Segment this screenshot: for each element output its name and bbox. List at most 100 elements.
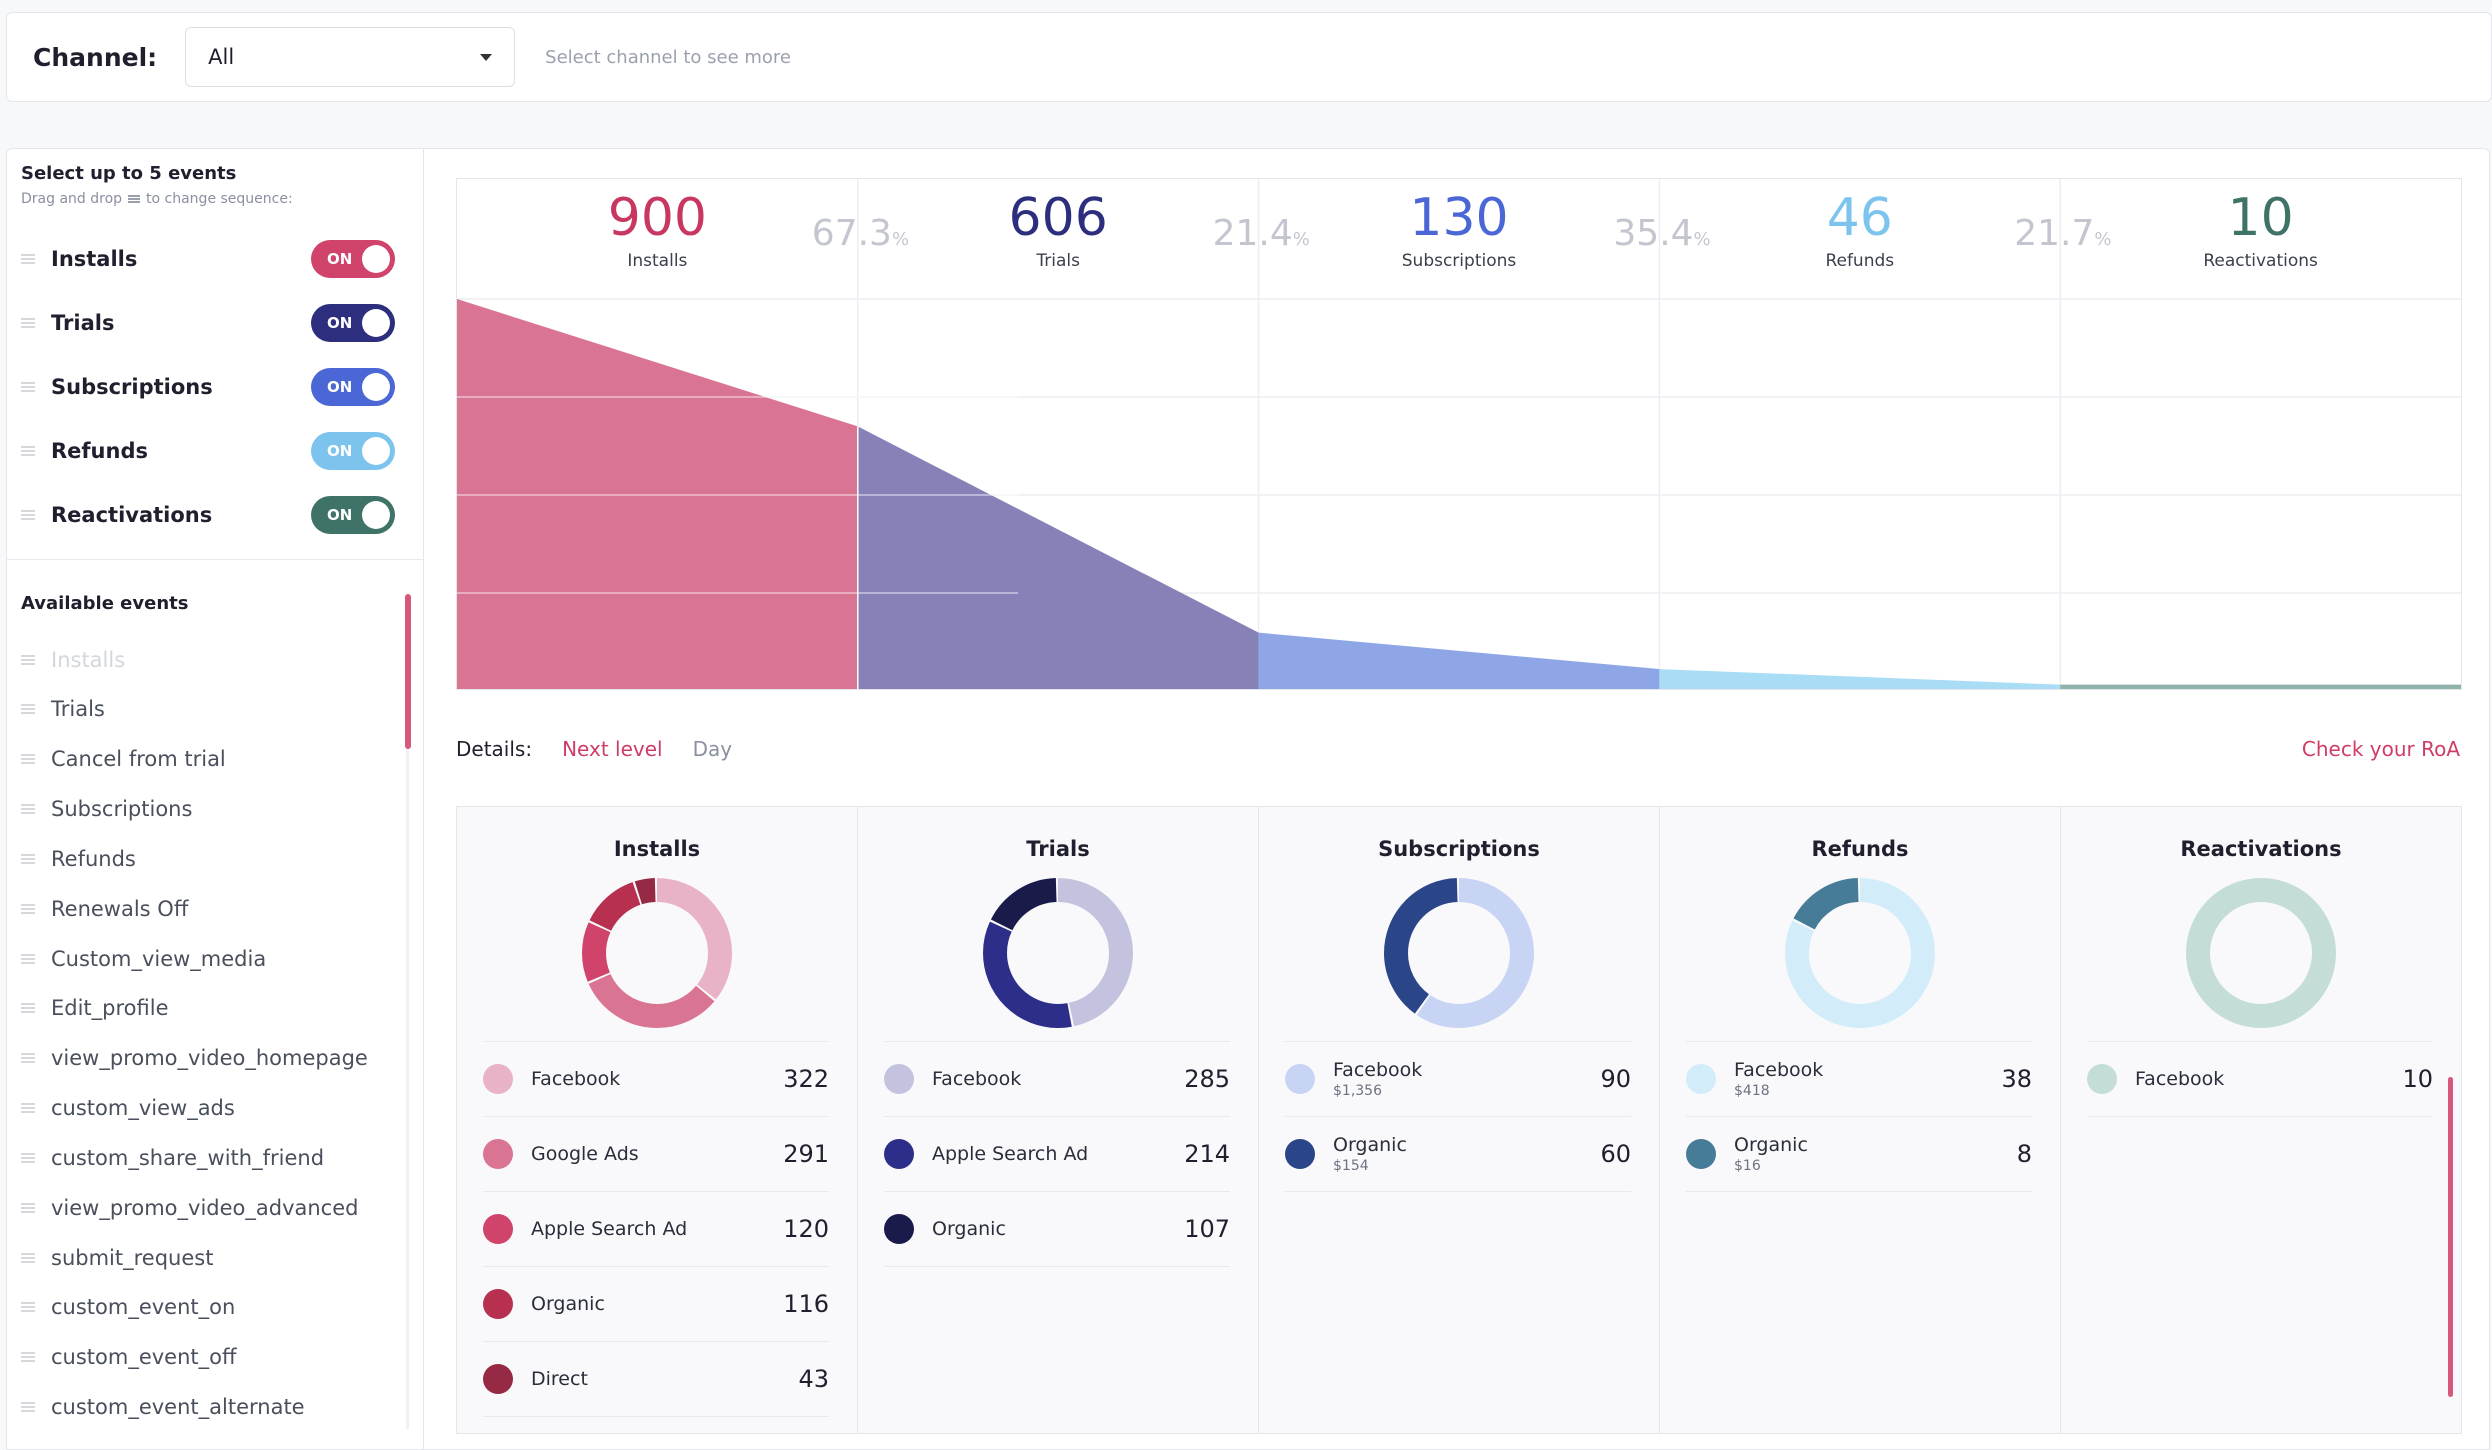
event-toggle[interactable]: ON xyxy=(311,368,395,406)
subtitle-text: to change sequence: xyxy=(146,191,293,207)
legend-row[interactable]: Facebook 285 xyxy=(884,1042,1230,1117)
available-event-item[interactable]: custom_event_off xyxy=(7,1333,407,1382)
available-event-label: view_promo_video_homepage xyxy=(51,1046,368,1071)
legend-value: 322 xyxy=(783,1065,829,1093)
available-event-item[interactable]: Cancel from trial xyxy=(7,735,407,784)
available-event-item[interactable]: custom_view_ads xyxy=(7,1084,407,1133)
available-event-item[interactable]: Refunds xyxy=(7,834,407,883)
toggle-state: ON xyxy=(327,506,353,524)
legend-row[interactable]: Facebook $1,356 90 xyxy=(1285,1042,1631,1117)
breakdown-card-subscriptions: Subscriptions Facebook $1,356 90 Organic $154… xyxy=(1259,807,1660,1433)
drag-handle-icon[interactable] xyxy=(21,254,35,264)
available-event-label: Renewals Off xyxy=(51,896,189,921)
legend-row[interactable]: Apple Search Ad 120 xyxy=(483,1192,829,1267)
funnel-svg xyxy=(457,179,2461,689)
legend-text: Facebook xyxy=(2135,1068,2224,1090)
legend-row[interactable]: Facebook 10 xyxy=(2087,1042,2433,1117)
selected-event-trials[interactable]: Trials ON xyxy=(7,291,423,355)
legend-name: Direct xyxy=(531,1368,588,1390)
available-event-label: custom_share_with_friend xyxy=(51,1145,325,1170)
drag-handle-icon[interactable] xyxy=(21,704,35,715)
legend-row[interactable]: Apple Search Ad 214 xyxy=(884,1117,1230,1192)
legend-row[interactable]: Organic 116 xyxy=(483,1267,829,1342)
drag-handle-icon[interactable] xyxy=(21,1202,35,1213)
available-event-item[interactable]: Renewals Off xyxy=(7,884,407,933)
drag-handle-icon[interactable] xyxy=(21,1103,35,1114)
drag-handle-icon[interactable] xyxy=(21,1352,35,1363)
available-event-item[interactable]: Trials xyxy=(7,685,407,734)
legend-value: 291 xyxy=(783,1140,829,1168)
drag-handle-icon[interactable] xyxy=(21,1402,35,1413)
legend-color-dot xyxy=(884,1139,914,1169)
legend-row[interactable]: Direct 43 xyxy=(483,1342,829,1417)
drag-handle-icon[interactable] xyxy=(21,446,35,456)
drag-handle-icon[interactable] xyxy=(21,1053,35,1064)
event-toggle[interactable]: ON xyxy=(311,240,395,278)
available-event-label: Cancel from trial xyxy=(51,747,226,772)
conversion-rate: 67.3% xyxy=(812,213,909,254)
available-event-item[interactable]: custom_event_alternate xyxy=(7,1383,407,1432)
card-title: Installs xyxy=(613,837,701,861)
scrollbar-thumb[interactable] xyxy=(2448,1077,2453,1397)
drag-handle-icon[interactable] xyxy=(21,953,35,964)
check-roa-link[interactable]: Check your RoA xyxy=(2301,737,2460,761)
available-event-item[interactable]: submit_request xyxy=(7,1233,407,1282)
drag-handle-icon[interactable] xyxy=(21,318,35,328)
legend-row[interactable]: Organic 107 xyxy=(884,1192,1230,1267)
toggle-state: ON xyxy=(327,442,353,460)
legend-row[interactable]: Organic $154 60 xyxy=(1285,1117,1631,1192)
available-event-item[interactable]: custom_event_on xyxy=(7,1283,407,1332)
legend-name: Organic xyxy=(1333,1134,1407,1156)
subtitle-text: Drag and drop xyxy=(21,191,123,207)
legend-color-dot xyxy=(483,1289,513,1319)
available-event-item[interactable]: view_promo_video_advanced xyxy=(7,1183,407,1232)
selected-event-subscriptions[interactable]: Subscriptions ON xyxy=(7,355,423,419)
drag-handle-icon[interactable] xyxy=(21,754,35,765)
event-toggle[interactable]: ON xyxy=(311,304,395,342)
events-panel-subtitle: Drag and drop to change sequence: xyxy=(21,191,293,207)
drag-handle-icon[interactable] xyxy=(21,804,35,815)
legend-text: Apple Search Ad xyxy=(932,1143,1088,1165)
caret-down-icon xyxy=(480,53,493,61)
card-title: Reactivations xyxy=(2180,837,2342,861)
drag-handle-icon[interactable] xyxy=(21,853,35,864)
selected-event-reactivations[interactable]: Reactivations ON xyxy=(7,483,423,547)
drag-handle-icon[interactable] xyxy=(21,1252,35,1263)
available-event-item[interactable]: custom_share_with_friend xyxy=(7,1133,407,1182)
breakdown-card-refunds: Refunds Facebook $418 38 Organic $16 8 xyxy=(1660,807,2061,1433)
drag-handle-icon[interactable] xyxy=(21,510,35,520)
event-toggle[interactable]: ON xyxy=(311,432,395,470)
conversion-unit: % xyxy=(1292,229,1310,250)
drag-handle-icon[interactable] xyxy=(21,903,35,914)
available-event-item[interactable]: view_promo_video_homepage xyxy=(7,1034,407,1083)
tab-next-level[interactable]: Next level xyxy=(562,737,663,761)
available-event-item[interactable]: Subscriptions xyxy=(7,785,407,834)
donut-slice xyxy=(582,878,732,1028)
breakdown-card-reactivations: Reactivations Facebook 10 xyxy=(2061,807,2461,1433)
drag-handle-icon[interactable] xyxy=(21,1003,35,1014)
legend-color-dot xyxy=(483,1139,513,1169)
tab-day[interactable]: Day xyxy=(692,737,733,761)
available-event-item[interactable]: Edit_profile xyxy=(7,984,407,1033)
drag-handle-icon[interactable] xyxy=(21,1302,35,1313)
toggle-state: ON xyxy=(327,378,353,396)
legend-row[interactable]: Facebook $418 38 xyxy=(1686,1042,2032,1117)
drag-handle-icon[interactable] xyxy=(21,1152,35,1163)
selected-event-refunds[interactable]: Refunds ON xyxy=(7,419,423,483)
event-toggle[interactable]: ON xyxy=(311,496,395,534)
available-event-item[interactable]: Custom_view_media xyxy=(7,934,407,983)
funnel-area-subscriptions xyxy=(1258,632,1660,689)
funnel-area-installs xyxy=(457,299,858,689)
available-events-title: Available events xyxy=(21,593,189,614)
legend-row[interactable]: Google Ads 291 xyxy=(483,1117,829,1192)
donut-chart xyxy=(983,878,1133,1028)
legend-row[interactable]: Facebook 322 xyxy=(483,1042,829,1117)
selected-event-installs[interactable]: Installs ON xyxy=(7,227,423,291)
legend-name: Facebook xyxy=(1734,1059,1824,1081)
drag-handle-icon[interactable] xyxy=(21,382,35,392)
legend-row[interactable]: Organic $16 8 xyxy=(1686,1117,2032,1192)
scrollbar-thumb[interactable] xyxy=(405,594,411,749)
legend-text: Organic $16 xyxy=(1734,1134,1808,1174)
legend-color-dot xyxy=(483,1064,513,1094)
channel-select[interactable]: All xyxy=(185,27,516,87)
